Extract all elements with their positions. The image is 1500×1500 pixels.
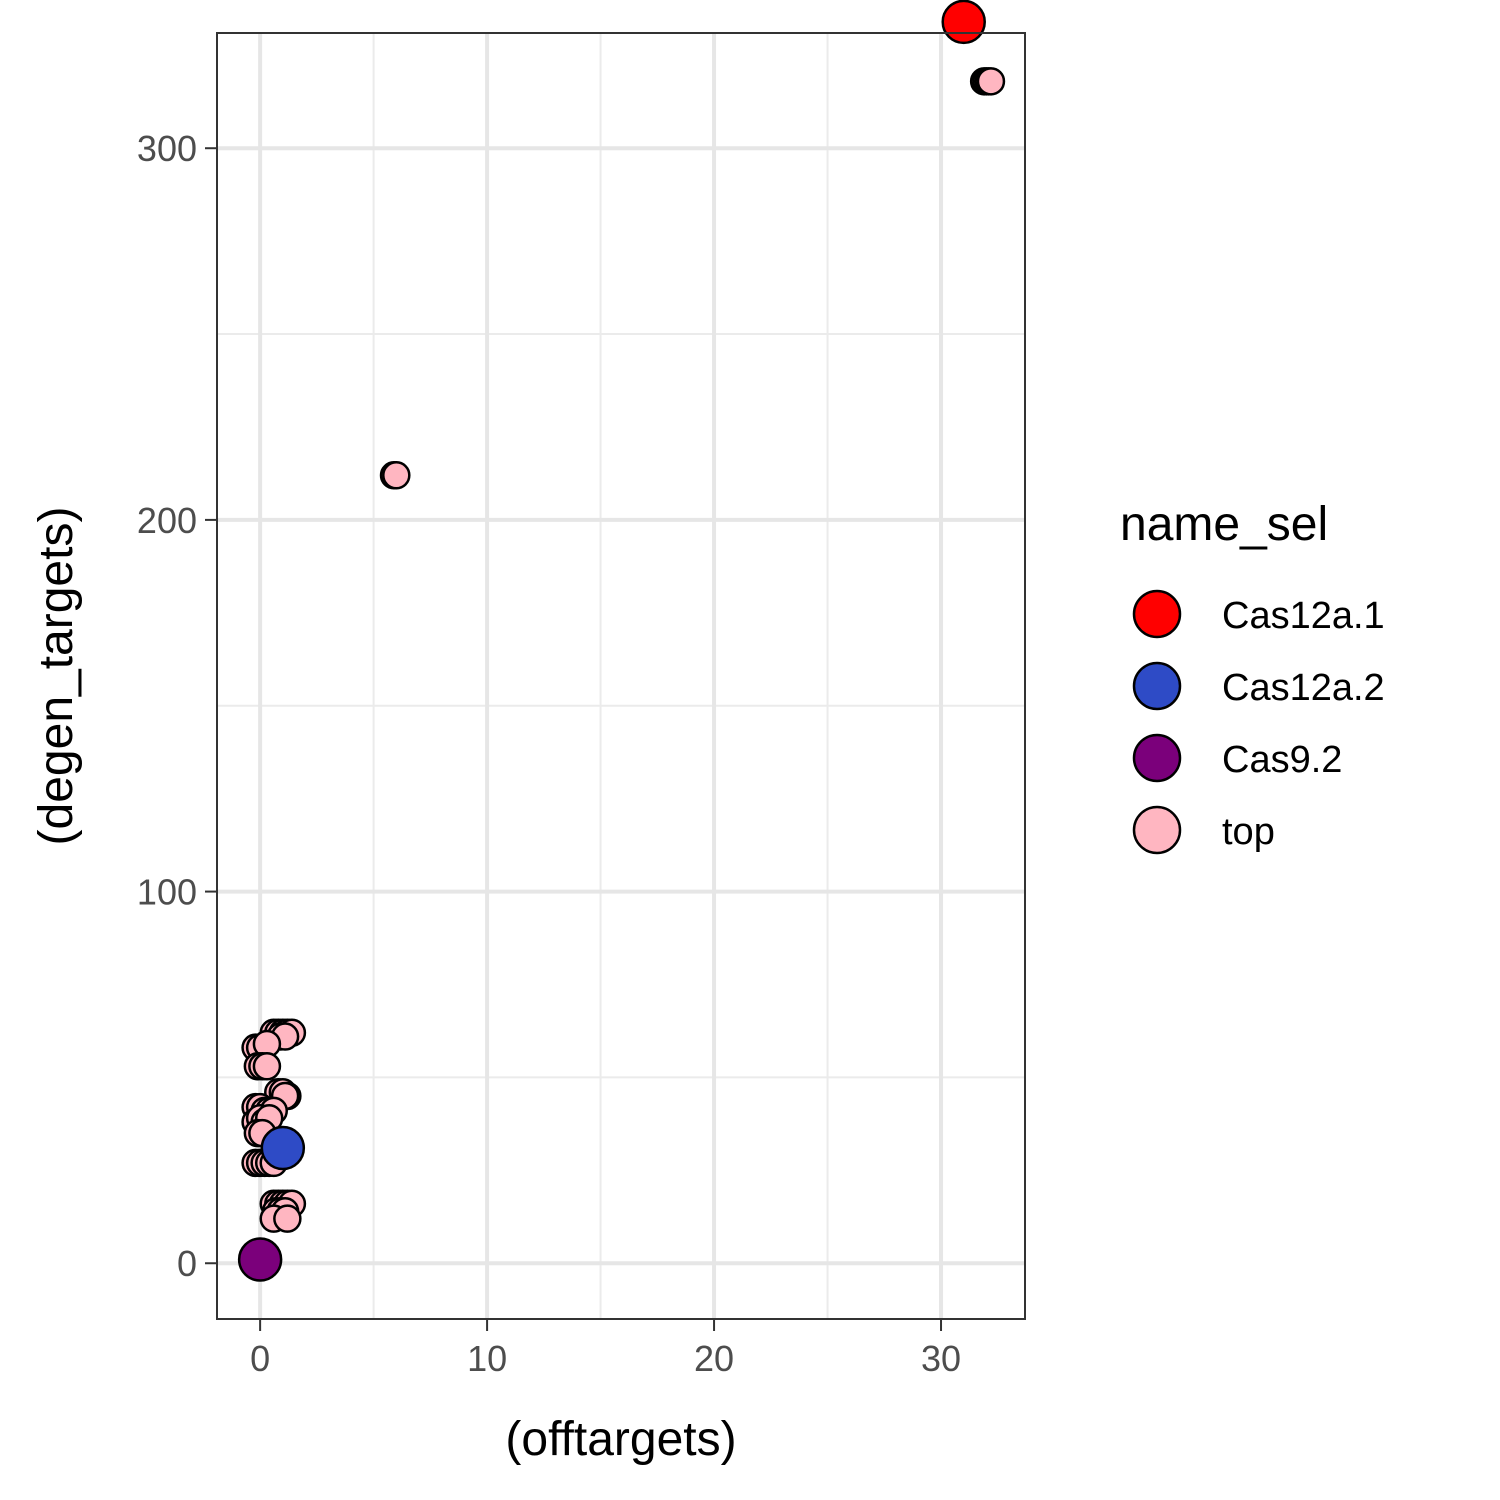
y-axis: 0 100 200 300 — [137, 128, 217, 1284]
grid-minor — [217, 33, 1025, 1319]
y-axis-title: (degen_targets) — [30, 507, 83, 846]
data-point-cas12a-1 — [941, 0, 986, 45]
legend-title: name_sel — [1120, 498, 1328, 551]
legend-label: Cas12a.2 — [1222, 667, 1385, 709]
plot-border — [216, 32, 1026, 1320]
x-tick-label: 0 — [250, 1338, 270, 1379]
plot-background — [217, 33, 1025, 1319]
legend-key — [1132, 733, 1182, 783]
legend-key — [1132, 589, 1182, 639]
legend-key — [1132, 661, 1182, 711]
legend: name_sel Cas12a.1 Cas12a.2 Cas9.2 top — [1120, 498, 1385, 855]
y-tick-label: 300 — [137, 128, 197, 169]
y-tick-label: 100 — [137, 872, 197, 913]
data-point-top — [252, 1052, 282, 1081]
data-point-top — [382, 461, 411, 490]
x-axis: 0 10 20 30 — [250, 1319, 961, 1379]
data-point-top — [976, 67, 1006, 96]
y-tick-label: 200 — [137, 500, 197, 541]
legend-label: Cas12a.1 — [1222, 595, 1385, 637]
data-point-cas12a-2 — [260, 1125, 306, 1171]
data-point-top — [273, 1204, 302, 1233]
legend-key — [1132, 805, 1182, 855]
data-point-cas9-2 — [237, 1237, 283, 1282]
grid-major — [217, 33, 1025, 1319]
x-tick-label: 20 — [694, 1338, 734, 1379]
x-tick-label: 10 — [467, 1338, 507, 1379]
legend-label: top — [1222, 811, 1275, 853]
data-points — [237, 0, 1006, 1282]
x-tick-label: 30 — [921, 1338, 961, 1379]
y-tick-label: 0 — [177, 1243, 197, 1284]
legend-label: Cas9.2 — [1222, 739, 1342, 781]
x-axis-title: (offtargets) — [505, 1413, 736, 1466]
